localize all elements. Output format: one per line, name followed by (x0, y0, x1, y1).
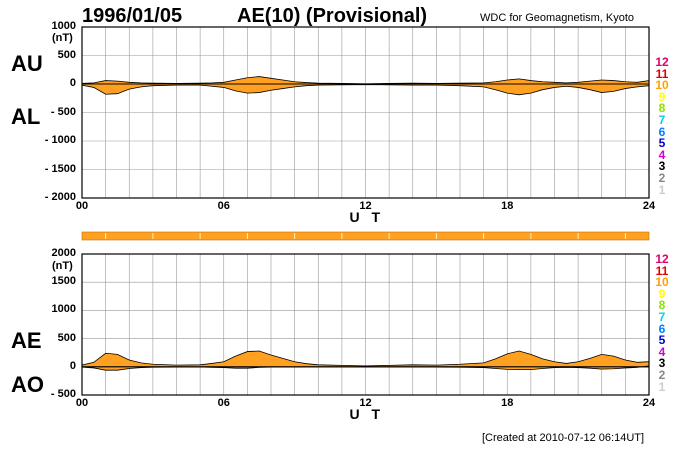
y-tick-label: - 500 (50, 105, 76, 118)
legend-item: 1 (658, 182, 666, 197)
legend-item: 6 (658, 321, 666, 336)
legend-item: 9 (658, 89, 666, 104)
plot-frame (81, 26, 650, 199)
legend-item: 3 (658, 356, 666, 371)
unit-label-top: (nT) (52, 32, 73, 44)
plot-frame (81, 253, 650, 396)
y-tick-label: - 500 (50, 388, 76, 400)
series-area-al (81, 83, 650, 96)
y-tick-label: 500 (57, 331, 76, 344)
legend-item: 5 (658, 136, 666, 151)
legend-item: 2 (658, 368, 666, 382)
legend-item: 3 (658, 159, 666, 174)
ao-label: AO (11, 372, 44, 397)
y-tick-label: 500 (57, 48, 76, 61)
al-label: AL (11, 104, 41, 129)
legend-item: 8 (658, 298, 666, 313)
legend-item: 5 (658, 333, 666, 348)
data-status-bar (81, 231, 650, 241)
legend-item: 4 (658, 147, 666, 162)
ae-label: AE (11, 328, 42, 353)
x-tick-label: 12 (359, 200, 372, 212)
x-tick-label: 18 (501, 200, 514, 212)
legend-item: 6 (658, 124, 666, 139)
date-label: 1996/01/05 (82, 5, 183, 27)
legend-item: 11 (655, 263, 669, 278)
legend-item: 7 (658, 310, 666, 324)
legend-item: 2 (658, 171, 666, 185)
series-area-ae (81, 350, 650, 368)
y-tick-label: 1000 (51, 20, 76, 32)
unit-label-bottom: (nT) (52, 260, 73, 272)
legend-item: 1 (658, 379, 666, 394)
legend-item: 9 (658, 286, 666, 301)
y-tick-label: - 2000 (44, 191, 76, 203)
x-tick-label: 06 (217, 397, 230, 409)
x-axis-title: U T (349, 406, 385, 422)
x-tick-label: 06 (217, 200, 230, 212)
legend-item: 10 (655, 78, 669, 93)
legend-item: 10 (655, 275, 669, 290)
x-axis-title: U T (349, 209, 385, 225)
y-tick-label: 2000 (51, 247, 76, 259)
chart-title: AE(10) (Provisional) (237, 5, 428, 27)
au-label: AU (11, 51, 43, 76)
x-tick-label: 00 (75, 200, 89, 212)
x-tick-label: 12 (359, 397, 372, 409)
legend-item: 4 (658, 344, 666, 359)
legend-item: 11 (655, 66, 669, 81)
y-tick-label: 0 (69, 77, 76, 89)
y-tick-label: - 1500 (44, 162, 76, 175)
legend-item: 12 (655, 252, 669, 266)
x-tick-label: 24 (642, 397, 656, 409)
x-tick-label: 24 (642, 200, 656, 212)
created-timestamp: [Created at 2010-07-12 06:14UT] (482, 432, 645, 444)
x-tick-label: 18 (501, 397, 514, 409)
y-tick-label: 1500 (51, 275, 76, 288)
source-label: WDC for Geomagnetism, Kyoto (480, 12, 635, 24)
legend-item: 7 (658, 113, 666, 127)
legend-item: 12 (655, 55, 669, 69)
y-tick-label: - 1000 (44, 134, 76, 146)
y-tick-label: 0 (69, 359, 76, 372)
legend-item: 8 (658, 101, 666, 116)
y-tick-label: 1000 (51, 303, 76, 316)
x-tick-label: 00 (75, 397, 89, 409)
